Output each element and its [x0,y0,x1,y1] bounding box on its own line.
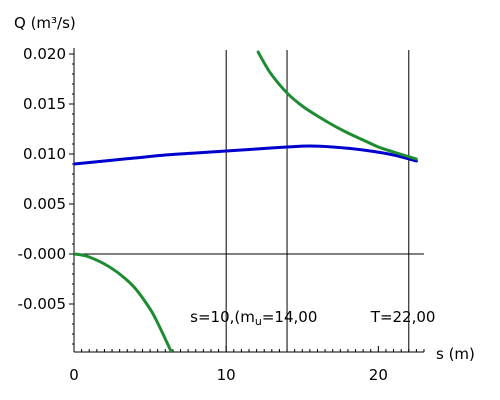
axes [69,48,425,353]
y-tick-label-2: 0.010 [23,145,66,163]
labels-group: 0.020 0.015 0.010 0.005 -0.000 -0.005 0 10 20 Q (… [14,14,475,384]
series-group [74,50,418,352]
series-line-2 [74,252,173,352]
vertical-markers [225,50,410,352]
y-tick-label-0: 0.020 [23,45,66,63]
x-tick-label-0: 0 [69,366,79,384]
marker-label-s: s=10,(mu=14,00 [190,308,317,328]
x-axis-label: s (m) [436,345,475,363]
y-axis-label: Q (m³/s) [14,14,76,32]
x-tick-label-2: 20 [369,366,388,384]
series-line-0 [74,144,418,166]
marker-label-t: T=22,00 [370,308,436,326]
y-tick-label-4: -0.000 [18,245,66,263]
series-line-1 [256,50,418,161]
y-tick-label-1: 0.015 [23,95,66,113]
y-tick-label-5: -0.005 [18,295,66,313]
x-tick-label-1: 10 [217,366,236,384]
y-tick-label-3: 0.005 [23,195,66,213]
